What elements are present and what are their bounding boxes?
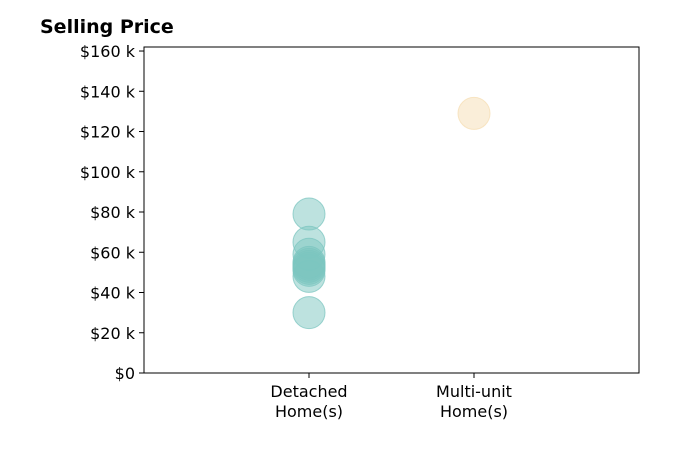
- y-tick-label: $20 k: [90, 324, 136, 343]
- plot-frame: [143, 46, 640, 374]
- x-tick-label-line: Home(s): [275, 402, 343, 421]
- x-tick-label-line: Detached: [270, 382, 347, 401]
- y-tick-label: $60 k: [90, 243, 136, 262]
- y-tick-label: $40 k: [90, 284, 136, 303]
- y-tick-label: $160 k: [80, 42, 136, 61]
- chart-title: Selling Price: [40, 16, 174, 38]
- x-tick-label-line: Home(s): [440, 402, 508, 421]
- y-tick-label: $120 k: [80, 123, 136, 142]
- data-point: [457, 96, 491, 130]
- points-layer: [292, 96, 491, 330]
- y-tick-label: $100 k: [80, 163, 136, 182]
- y-tick-label: $0: [115, 364, 135, 383]
- data-point: [292, 296, 326, 330]
- x-tick-label-line: Multi-unit: [436, 382, 512, 401]
- y-tick-label: $140 k: [80, 82, 136, 101]
- data-point: [292, 197, 326, 231]
- y-tick-label: $80 k: [90, 203, 136, 222]
- x-tick-label: Detached Home(s): [270, 382, 347, 421]
- data-point: [292, 225, 326, 259]
- y-axis: $0 $20 k $40 k $60 k $80 k $100 k $120 k $140 k…: [80, 42, 144, 383]
- x-axis: Detached Home(s)Multi-unit Home(s): [270, 373, 512, 421]
- x-tick-label: Multi-unit Home(s): [436, 382, 512, 421]
